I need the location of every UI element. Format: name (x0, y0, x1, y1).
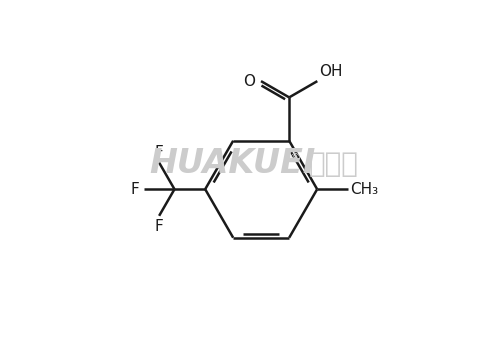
Text: OH: OH (319, 64, 342, 79)
Text: HUAKUEI: HUAKUEI (149, 147, 316, 181)
Text: CH₃: CH₃ (350, 182, 378, 197)
Text: F: F (131, 182, 139, 197)
Text: F: F (154, 219, 163, 234)
Text: F: F (154, 145, 163, 160)
Text: 化学加: 化学加 (308, 150, 358, 178)
Text: ®: ® (288, 152, 301, 165)
Text: O: O (244, 74, 256, 89)
